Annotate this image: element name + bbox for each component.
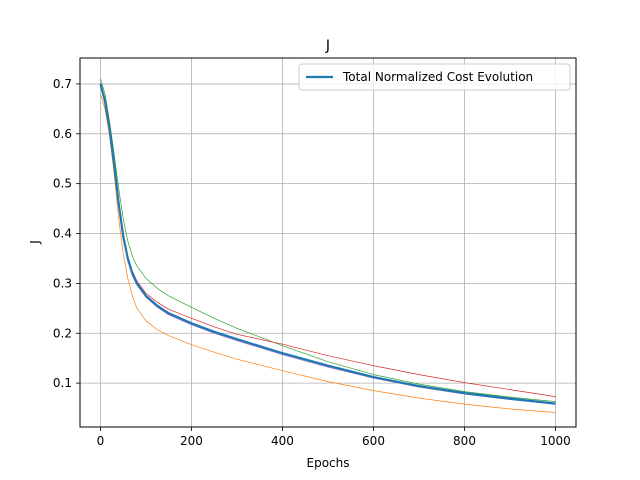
legend: Total Normalized Cost Evolution <box>298 63 571 91</box>
legend-label: Total Normalized Cost Evolution <box>342 70 533 84</box>
series-line-3 <box>100 78 556 402</box>
y-tick-label: 0.1 <box>53 376 72 390</box>
total-cost-series-line <box>99 83 556 405</box>
y-axis-label: J <box>28 240 42 245</box>
x-tick-label: 0 <box>97 434 105 448</box>
x-axis-label: Epochs <box>307 456 350 470</box>
x-tick-label: 600 <box>362 434 385 448</box>
legend-box <box>298 63 571 91</box>
grid-lines <box>80 58 576 427</box>
chart-title: J <box>325 38 330 54</box>
x-tick-label: 800 <box>453 434 476 448</box>
y-tick-label: 0.3 <box>53 276 72 290</box>
axis-ticks: 0 200 400 600 800 1000 0.1 0.2 0.3 0.4 0.5 0.6 0.7 <box>53 77 571 448</box>
series-group <box>99 78 556 413</box>
y-tick-label: 0.2 <box>53 326 72 340</box>
x-tick-label: 400 <box>271 434 294 448</box>
x-tick-label: 1000 <box>540 434 571 448</box>
y-tick-label: 0.7 <box>53 77 72 91</box>
y-tick-label: 0.5 <box>53 177 72 191</box>
y-tick-label: 0.6 <box>53 127 72 141</box>
plot-frame <box>79 57 577 428</box>
x-tick-label: 200 <box>180 434 203 448</box>
series-line-2 <box>100 93 556 413</box>
series-line-4 <box>100 83 556 397</box>
y-tick-label: 0.4 <box>53 227 72 241</box>
